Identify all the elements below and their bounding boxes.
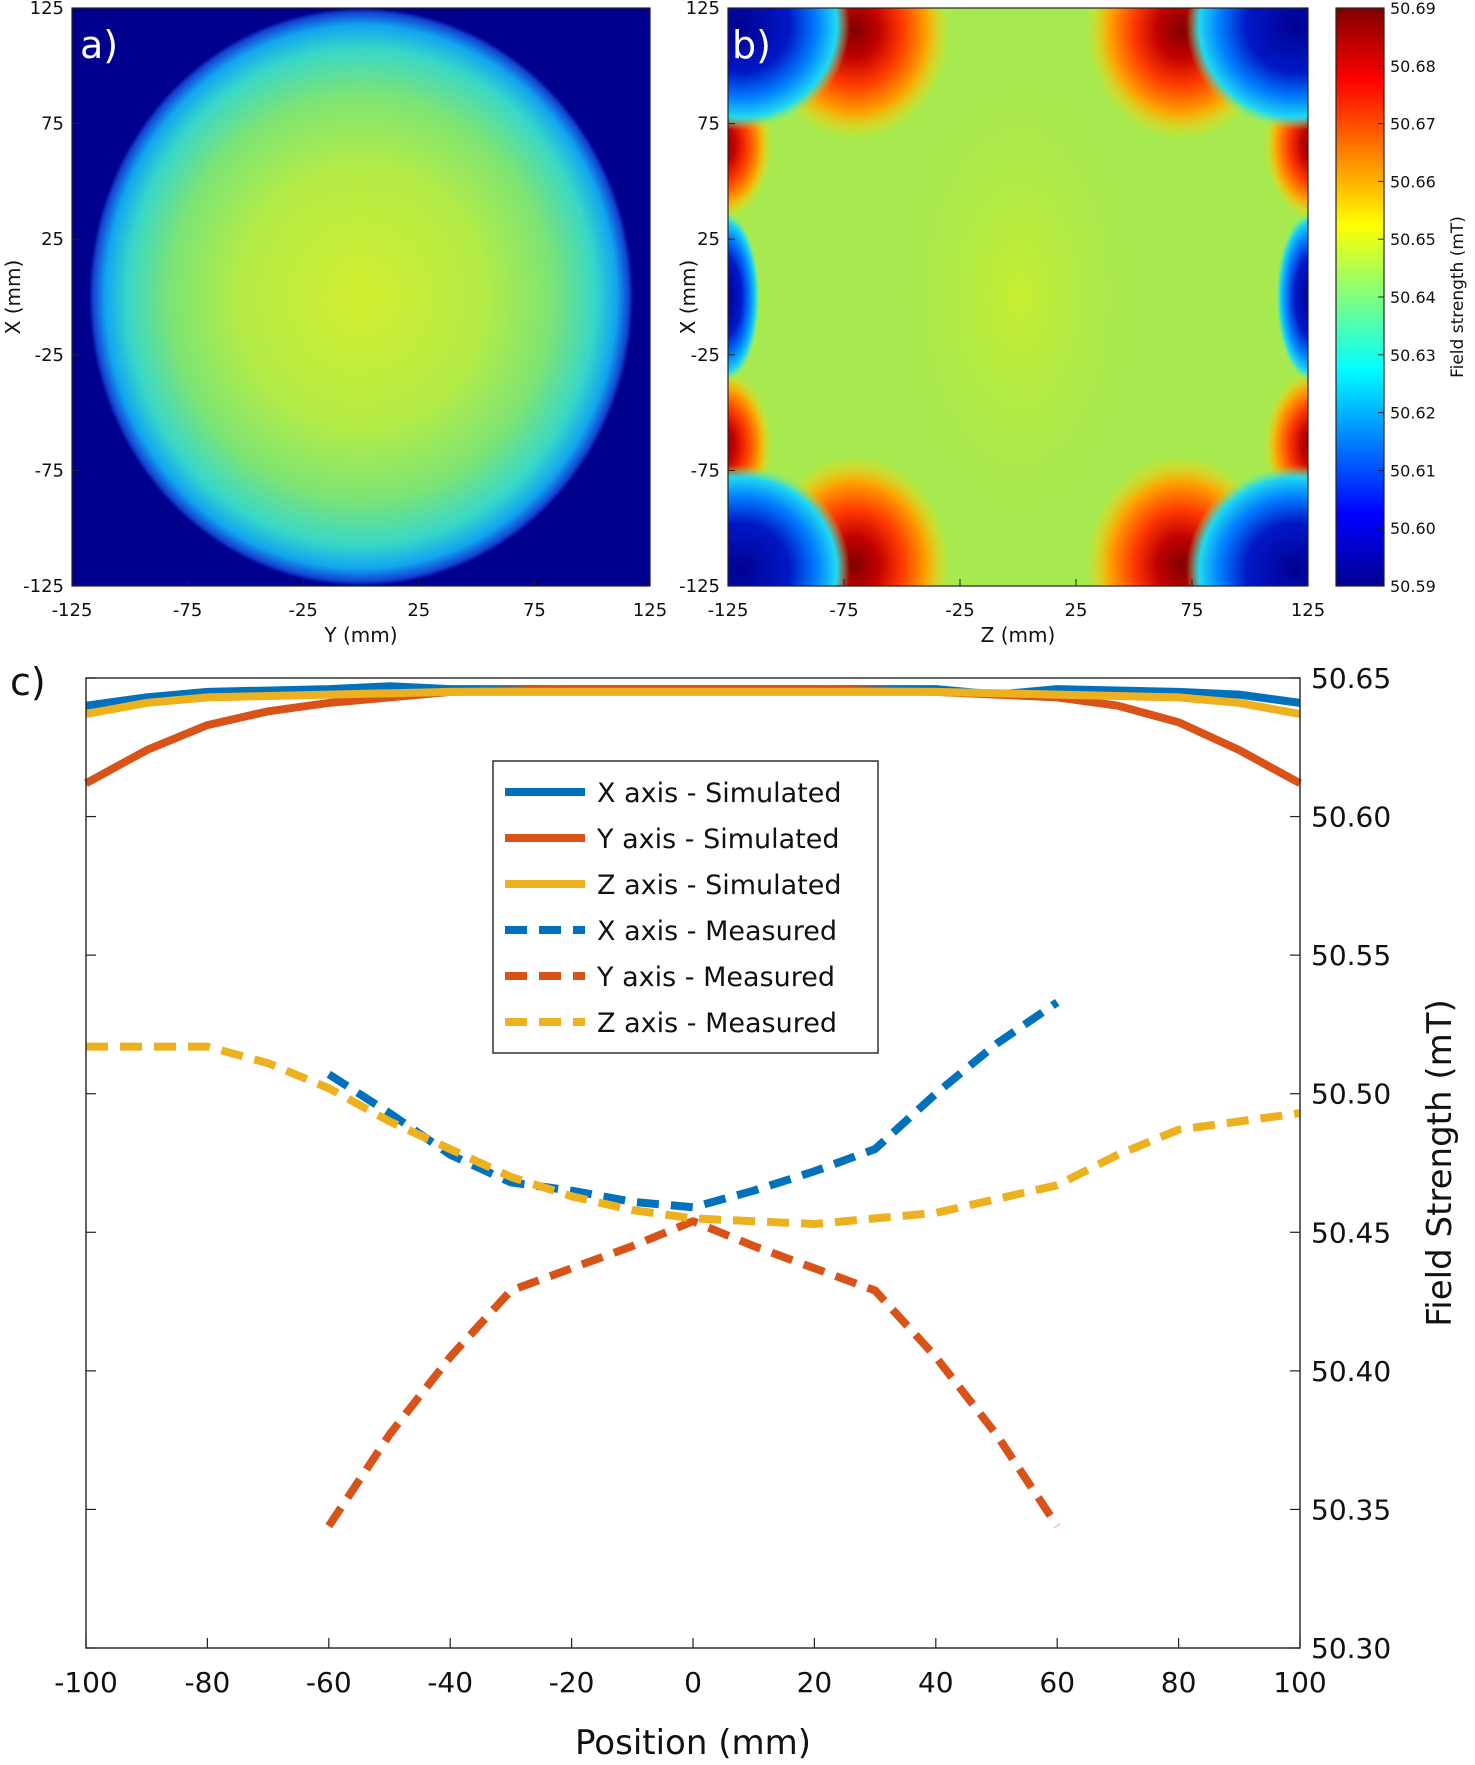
heatmap-y-tick-label: 25 [41, 229, 64, 250]
heatmap-a-ylabel: X (mm) [1, 260, 25, 335]
heatmap-x-tick-label: -125 [708, 600, 749, 621]
heatmap-b-xlabel: Z (mm) [981, 623, 1056, 647]
heatmap-y-tick-label: -125 [23, 576, 64, 597]
x-tick-label: 60 [1039, 1666, 1075, 1699]
legend-label: Z axis - Measured [597, 1008, 837, 1039]
y-tick-label: 50.40 [1311, 1355, 1391, 1388]
colorbar-tick-label: 50.67 [1390, 115, 1436, 134]
heatmap-b-ylabel: X (mm) [676, 260, 700, 335]
heatmap-x-tick-label: 125 [633, 600, 667, 621]
colorbar-tick-label: 50.64 [1390, 288, 1436, 307]
colorbar-tick-label: 50.68 [1390, 57, 1436, 76]
line-chart-panel-c: c) -100 -80 -60 -40 -20 0 20 40 60 80 100 50.65 50.6… [10, 660, 1460, 1763]
heatmap-x-tick-label: 25 [1065, 600, 1088, 621]
line-chart-ticks: -100 -80 -60 -40 -20 0 20 40 60 80 100 50.65 50.60 50… [54, 662, 1391, 1699]
heatmap-y-tick-label: -75 [35, 460, 64, 481]
x-tick-label: 20 [797, 1666, 833, 1699]
x-tick-label: -40 [427, 1666, 473, 1699]
colorbar-tick-label: 50.59 [1390, 577, 1436, 596]
heatmap-x-tick-label: -125 [52, 600, 93, 621]
colorbar-tick-label: 50.69 [1390, 0, 1436, 18]
heatmap-b-frame [727, 7, 1309, 587]
colorbar-tick-label: 50.60 [1390, 519, 1436, 538]
heatmap-b-coldspot [1186, 8, 1308, 130]
heatmap-b-coldspot [728, 212, 760, 382]
x-tick-label: 80 [1161, 1666, 1197, 1699]
colorbar-tick-label: 50.63 [1390, 346, 1436, 365]
heatmap-y-tick-label: 125 [30, 0, 64, 19]
colorbar-tick-label: 50.61 [1390, 461, 1436, 480]
x-tick-label: 100 [1273, 1666, 1326, 1699]
heatmap-b-coldspot [1276, 212, 1308, 382]
line-chart-xlabel: Position (mm) [575, 1723, 811, 1763]
heatmap-y-tick-label: -25 [691, 345, 720, 366]
series-line-4 [326, 998, 1060, 1212]
heatmap-b-coldspot [728, 8, 850, 130]
heatmap-x-tick-label: 25 [407, 600, 430, 621]
colorbar-label: Field strength (mT) [1448, 216, 1468, 378]
heatmap-b-coldspot [1186, 465, 1308, 586]
line-series-group [84, 682, 1302, 1529]
colorbar: 50.69 50.68 50.67 50.66 50.65 50.64 50.63 50.62… [1335, 0, 1468, 596]
y-tick-label: 50.30 [1311, 1632, 1391, 1665]
x-tick-label: -80 [185, 1666, 231, 1699]
x-tick-label: -100 [54, 1666, 118, 1699]
legend-items: X axis - Simulated Y axis - Simulated Z ax… [505, 778, 842, 1039]
heatmap-y-tick-label: 75 [697, 114, 720, 135]
heatmap-x-tick-label: -25 [945, 600, 974, 621]
colorbar-tick-label: 50.62 [1390, 404, 1436, 423]
heatmap-a-frame [71, 7, 651, 587]
legend-label: X axis - Measured [597, 916, 837, 947]
heatmap-y-tick-label: 25 [697, 229, 720, 250]
heatmap-x-tick-label: 75 [1181, 600, 1204, 621]
heatmap-y-tick-label: -75 [691, 460, 720, 481]
heatmap-a-field-ellipse [89, 8, 633, 586]
colorbar-gradient [1335, 7, 1385, 587]
series-line-6 [86, 1042, 1301, 1228]
heatmap-y-tick-label: -25 [35, 345, 64, 366]
y-tick-label: 50.55 [1311, 939, 1391, 972]
y-tick-label: 50.65 [1311, 662, 1391, 695]
heatmap-x-tick-label: 75 [523, 600, 546, 621]
heatmap-y-tick-label: -125 [679, 576, 720, 597]
series-line-3 [85, 687, 1301, 718]
y-tick-label: 50.50 [1311, 1078, 1391, 1111]
panel-label-c: c) [10, 660, 46, 704]
legend: X axis - Simulated Y axis - Simulated Z ax… [492, 760, 879, 1054]
legend-label: X axis - Simulated [597, 778, 842, 809]
y-tick-label: 50.35 [1311, 1493, 1391, 1526]
colorbar-ticks: 50.69 50.68 50.67 50.66 50.65 50.64 50.63 50.62… [1378, 0, 1436, 596]
heatmap-b-center [878, 37, 1158, 557]
heatmap-a-ticks: -125 -75 -25 25 75 125 125 75 25 -25 -75 -125 [23, 0, 667, 621]
legend-label: Y axis - Simulated [596, 824, 840, 855]
heatmap-x-tick-label: -25 [288, 600, 317, 621]
heatmap-y-tick-label: 125 [686, 0, 720, 19]
x-tick-label: 40 [918, 1666, 954, 1699]
x-tick-label: -60 [306, 1666, 352, 1699]
heatmap-y-tick-label: 75 [41, 114, 64, 135]
panel-label-a: a) [80, 23, 118, 67]
y-tick-label: 50.60 [1311, 801, 1391, 834]
colorbar-tick-label: 50.66 [1390, 172, 1436, 191]
colorbar-tick-label: 50.65 [1390, 230, 1436, 249]
heatmap-a-xlabel: Y (mm) [323, 623, 397, 647]
y-tick-label: 50.45 [1311, 1216, 1391, 1249]
line-chart-ylabel: Field Strength (mT) [1420, 999, 1460, 1327]
x-tick-label: -20 [549, 1666, 595, 1699]
heatmap-panel-b: b) -125 -75 -25 25 75 125 125 75 25 -25 -75 -125 Z … [676, 0, 1325, 647]
heatmap-x-tick-label: -75 [173, 600, 202, 621]
legend-label: Z axis - Simulated [597, 870, 842, 901]
legend-label: Y axis - Measured [596, 962, 835, 993]
heatmap-b-ticks: -125 -75 -25 25 75 125 125 75 25 -25 -75 -125 [679, 0, 1325, 621]
heatmap-x-tick-label: 125 [1291, 600, 1325, 621]
heatmap-x-tick-label: -75 [829, 600, 858, 621]
x-tick-label: 0 [684, 1666, 702, 1699]
legend-box [492, 760, 879, 1054]
series-line-5 [325, 1217, 1061, 1529]
panel-label-b: b) [732, 23, 771, 67]
heatmap-b-coldspot [728, 465, 850, 586]
heatmap-panel-a: a) -125 -75 -25 25 75 125 125 75 25 -25 -75 -125 Y … [1, 0, 667, 647]
